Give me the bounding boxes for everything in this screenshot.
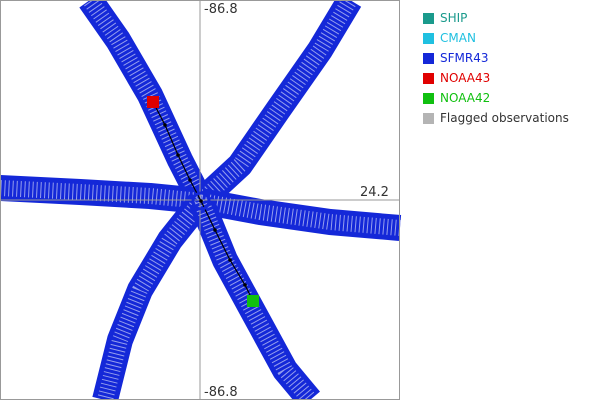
legend-item-noaa42: NOAA42 [423, 88, 569, 108]
leg-swath [0, 175, 203, 214]
legend-item-noaa43: NOAA43 [423, 68, 569, 88]
legend-item-sfmr43: SFMR43 [423, 48, 569, 68]
legend-swatch-noaa43 [423, 72, 434, 84]
legend-label-noaa43: NOAA43 [440, 71, 491, 85]
track-point [199, 199, 203, 203]
legend-swatch-noaa42 [423, 92, 434, 104]
right-axis-label: 24.2 [360, 185, 389, 200]
legend: SHIP CMAN SFMR43 NOAA43 NOAA42 Flagged o… [423, 8, 569, 128]
legend-swatch-ship [423, 12, 434, 24]
track-point [243, 283, 247, 287]
track-point [176, 153, 180, 157]
leg-barb-hatching [97, 196, 208, 400]
storm-center-marker [191, 191, 211, 211]
leg-swath [188, 196, 320, 400]
track-point [228, 258, 232, 262]
legend-item-flagged: Flagged observations [423, 108, 569, 128]
leg-west [0, 175, 203, 214]
leg-east [198, 188, 402, 241]
legend-label-ship: SHIP [440, 11, 468, 25]
noaa43-marker [147, 96, 159, 108]
track-point [163, 123, 167, 127]
legend-swatch-sfmr43 [423, 52, 434, 64]
legend-item-ship: SHIP [423, 8, 569, 28]
leg-barb-hatching [195, 0, 357, 207]
legend-label-flagged: Flagged observations [440, 111, 569, 125]
leg-north-east [192, 0, 362, 211]
legend-swatch-flagged [423, 112, 434, 124]
aircraft-track [152, 101, 254, 302]
legend-label-noaa42: NOAA42 [440, 91, 491, 105]
noaa42-marker [247, 295, 259, 307]
track-point [188, 178, 192, 182]
track-point [213, 228, 217, 232]
leg-south-west [92, 192, 212, 400]
leg-swath [198, 188, 402, 241]
leg-south-east [188, 196, 320, 400]
legend-swatch-cman [423, 32, 434, 44]
legend-label-cman: CMAN [440, 31, 476, 45]
legend-item-cman: CMAN [423, 28, 569, 48]
legend-label-sfmr43: SFMR43 [440, 51, 489, 65]
top-axis-label: -86.8 [204, 2, 238, 17]
bottom-axis-label: -86.8 [204, 385, 238, 400]
